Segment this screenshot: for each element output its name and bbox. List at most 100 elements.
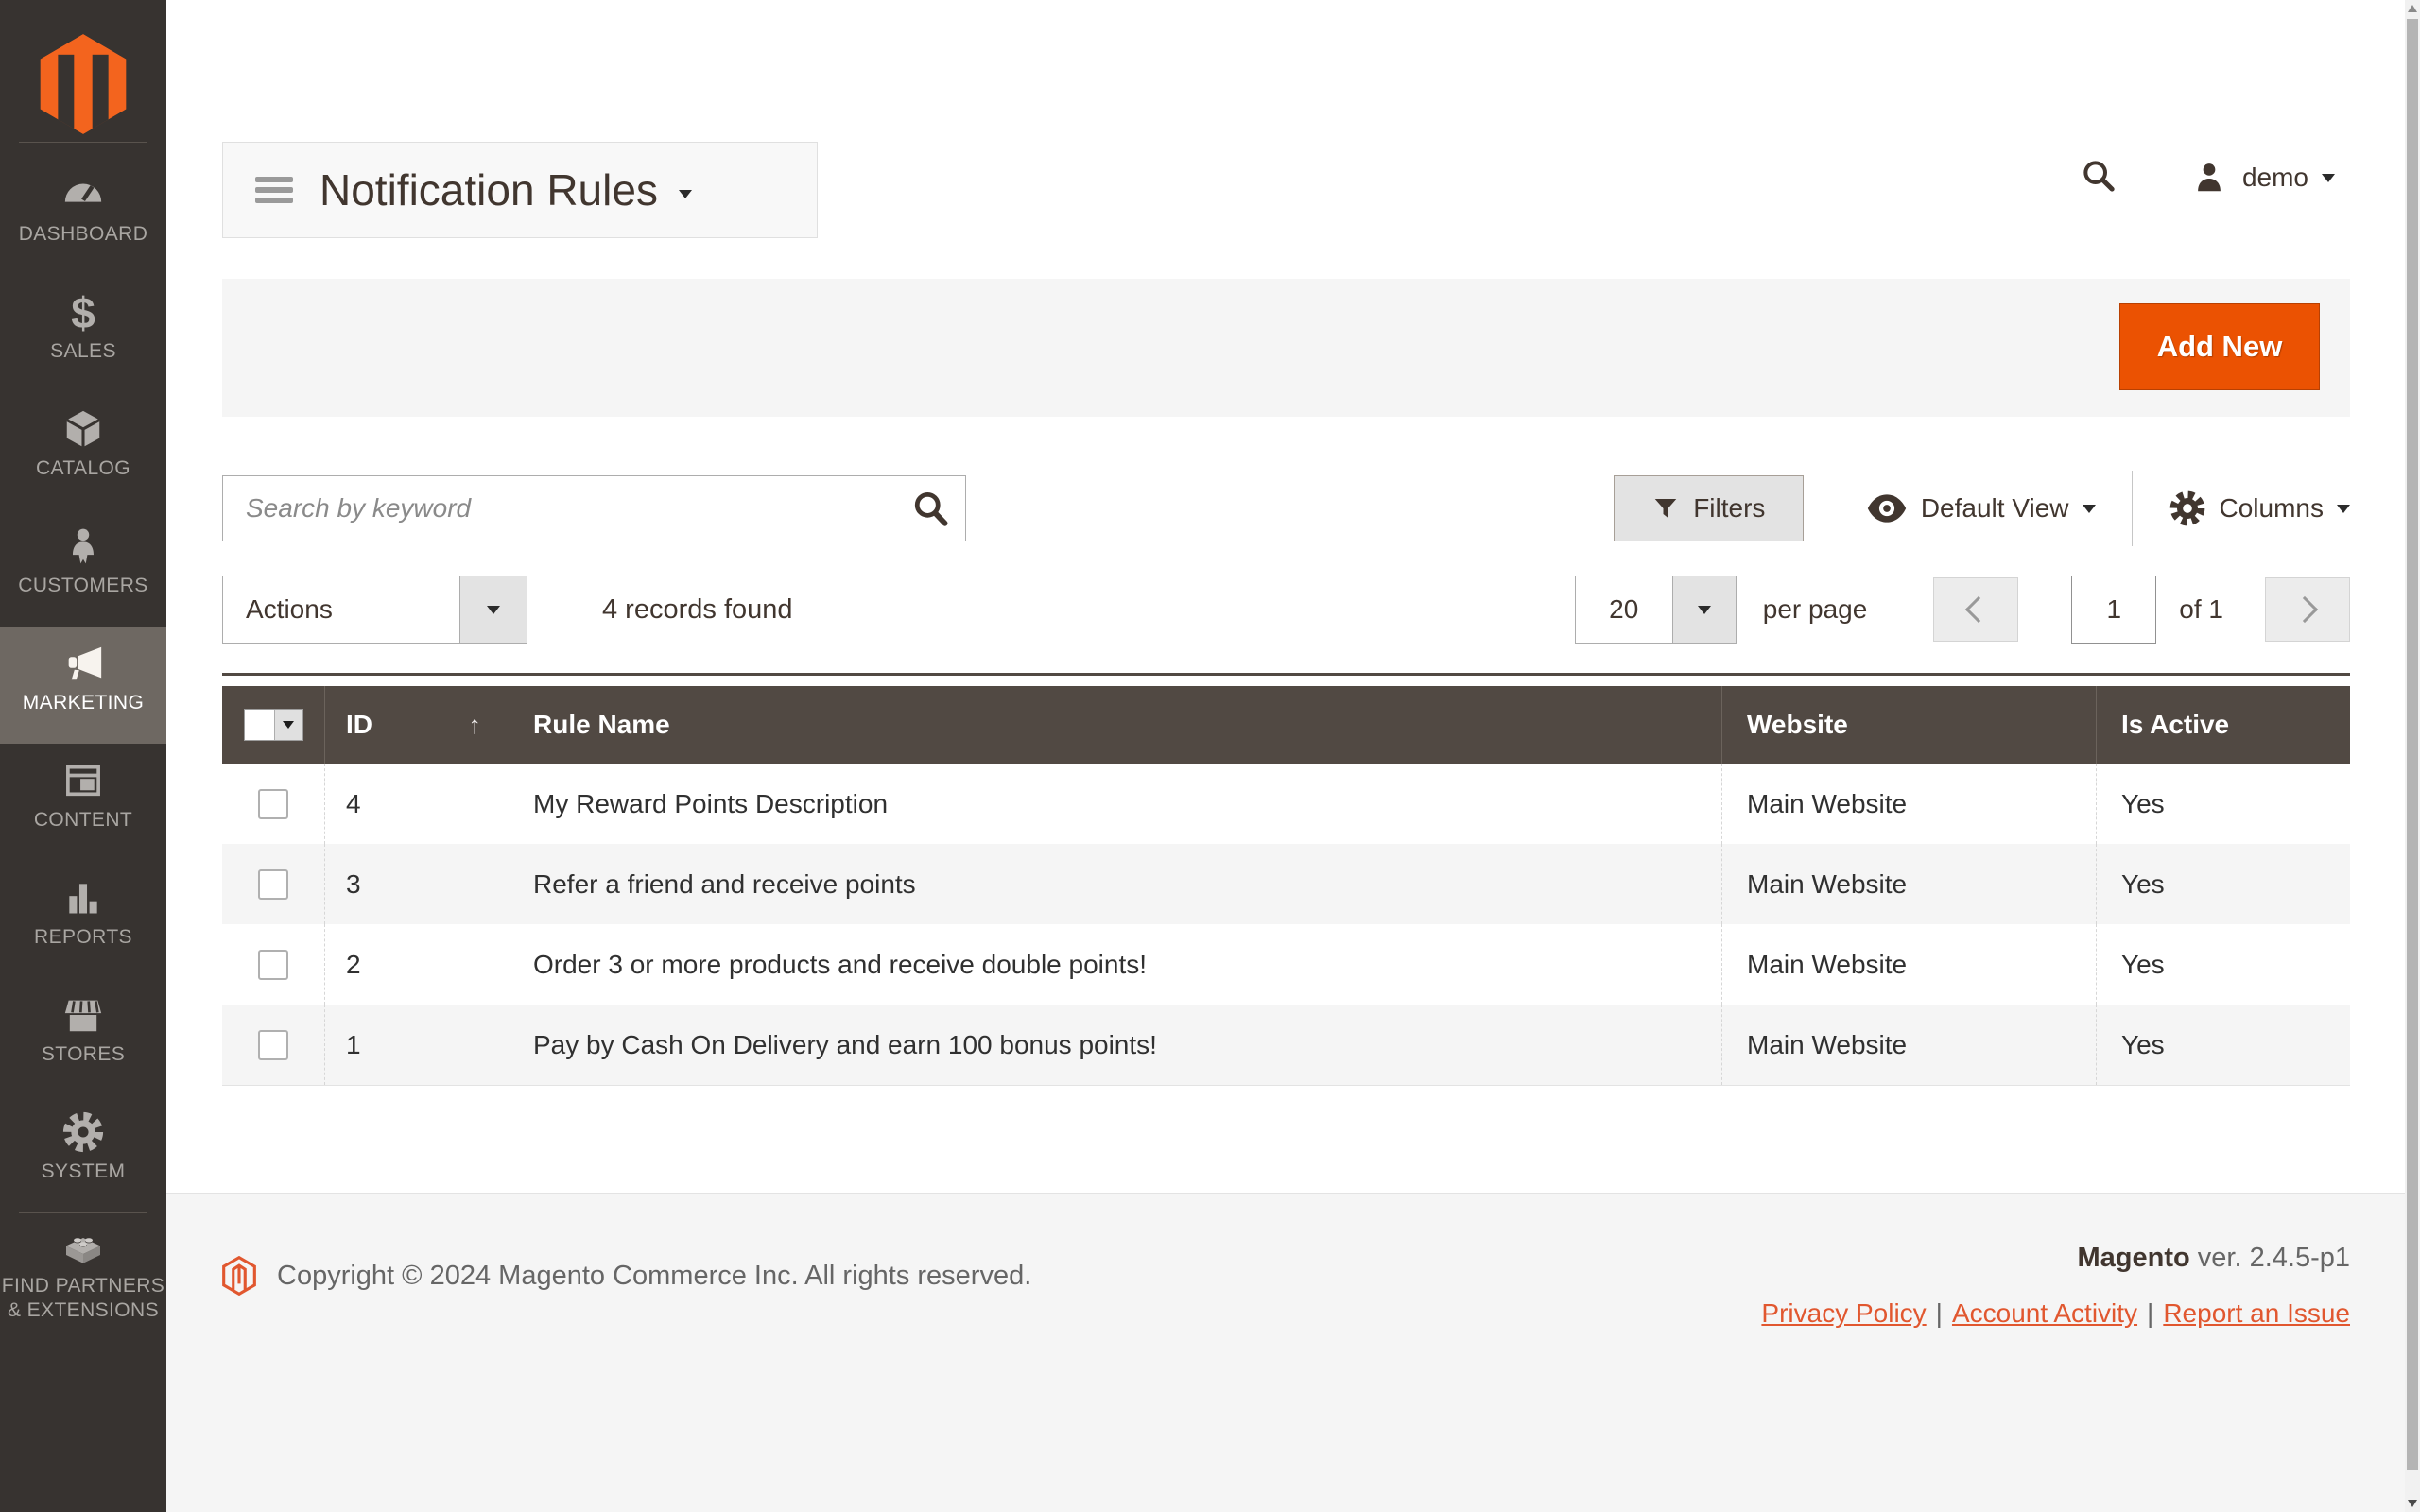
sidebar-item-label: DASHBOARD bbox=[18, 223, 148, 245]
table-row[interactable]: 4 My Reward Points Description Main Webs… bbox=[222, 764, 2350, 844]
hamburger-icon[interactable] bbox=[255, 172, 293, 208]
caret-down-icon bbox=[1697, 605, 1711, 614]
copyright-text: Copyright © 2024 Magento Commerce Inc. A… bbox=[277, 1260, 1032, 1291]
view-switcher[interactable]: Default View bbox=[1866, 492, 2096, 524]
sidebar-item-content[interactable]: CONTENT bbox=[0, 744, 166, 861]
prev-page-button[interactable] bbox=[1933, 577, 2019, 642]
keyword-search bbox=[222, 475, 966, 541]
actions-select[interactable]: Actions bbox=[222, 576, 527, 644]
table-row[interactable]: 1 Pay by Cash On Delivery and earn 100 b… bbox=[222, 1005, 2350, 1086]
chevron-left-icon bbox=[1965, 595, 1993, 624]
magnifier-icon bbox=[914, 491, 948, 526]
sidebar-menu: DASHBOARD $ SALES CATALOG CUSTOMERS bbox=[0, 158, 166, 1323]
legal-links: Privacy Policy | Account Activity | Report a… bbox=[1761, 1298, 2350, 1329]
sidebar-item-sales[interactable]: $ SALES bbox=[0, 275, 166, 392]
sidebar-item-label: CATALOG bbox=[35, 457, 131, 479]
version-line: Magento ver. 2.4.5-p1 bbox=[1761, 1243, 2351, 1274]
column-header-id[interactable]: ID ↑ bbox=[324, 686, 510, 764]
row-checkbox[interactable] bbox=[258, 949, 288, 980]
link-separator: | bbox=[2147, 1298, 2154, 1328]
username: demo bbox=[2241, 163, 2308, 192]
search-input[interactable] bbox=[222, 475, 966, 541]
megaphone-icon bbox=[0, 642, 166, 687]
chevron-down-icon bbox=[678, 189, 692, 198]
sidebar-item-label: & EXTENSIONS bbox=[7, 1299, 159, 1321]
search-submit-button[interactable] bbox=[909, 488, 951, 532]
bar-chart-icon bbox=[0, 876, 166, 921]
cell-rule-name: My Reward Points Description bbox=[510, 764, 1721, 844]
select-options-toggle[interactable] bbox=[273, 710, 302, 740]
grid-top-border bbox=[222, 673, 2350, 676]
footer-meta-block: Magento ver. 2.4.5-p1 Privacy Policy | Acc… bbox=[1761, 1243, 2350, 1329]
current-page-input[interactable] bbox=[2071, 576, 2157, 644]
brand-name: Magento bbox=[2077, 1243, 2190, 1273]
footer-copyright-block: Copyright © 2024 Magento Commerce Inc. A… bbox=[222, 1256, 1031, 1296]
sidebar-item-customers[interactable]: CUSTOMERS bbox=[0, 509, 166, 627]
account-activity-link[interactable]: Account Activity bbox=[1951, 1298, 2138, 1328]
scroll-up-arrow-icon[interactable] bbox=[2408, 5, 2417, 12]
sidebar-item-find-partners[interactable]: FIND PARTNERS & EXTENSIONS bbox=[0, 1213, 166, 1323]
scrollbar-thumb[interactable] bbox=[2407, 19, 2418, 1470]
cell-is-active: Yes bbox=[2096, 844, 2350, 924]
row-checkbox[interactable] bbox=[258, 788, 288, 819]
per-page-toggle[interactable] bbox=[1671, 576, 1736, 643]
sidebar-divider bbox=[19, 1212, 147, 1213]
global-search-icon[interactable] bbox=[2080, 157, 2118, 199]
caret-down-icon bbox=[487, 605, 500, 614]
storefront-icon bbox=[0, 993, 166, 1039]
column-header-is-active[interactable]: Is Active bbox=[2096, 686, 2350, 764]
row-checkbox[interactable] bbox=[258, 1029, 288, 1060]
sidebar-item-label: STORES bbox=[41, 1043, 126, 1065]
row-checkbox[interactable] bbox=[258, 868, 288, 900]
column-header-rule-name[interactable]: Rule Name bbox=[510, 686, 1721, 764]
user-menu[interactable]: demo bbox=[2191, 160, 2335, 196]
grid-controls-row: Filters Default View Columns bbox=[222, 471, 2350, 546]
sidebar-item-dashboard[interactable]: DASHBOARD bbox=[0, 158, 166, 275]
notification-rules-grid: ID ↑ Rule Name Website Is Active 4 My Re… bbox=[222, 673, 2350, 1086]
per-page-select[interactable]: 20 bbox=[1574, 576, 1737, 644]
column-header-website[interactable]: Website bbox=[1721, 686, 2096, 764]
actions-select-toggle[interactable] bbox=[459, 576, 527, 643]
add-new-button[interactable]: Add New bbox=[2119, 303, 2320, 390]
privacy-policy-link[interactable]: Privacy Policy bbox=[1761, 1298, 1927, 1328]
person-icon bbox=[0, 524, 166, 570]
column-label: ID bbox=[346, 710, 372, 739]
sidebar-item-marketing[interactable]: MARKETING bbox=[0, 627, 166, 744]
sidebar-item-label: MARKETING bbox=[22, 692, 145, 713]
cell-rule-name: Order 3 or more products and receive dou… bbox=[510, 924, 1721, 1005]
checkbox[interactable] bbox=[244, 710, 274, 740]
sidebar-item-label: SYSTEM bbox=[41, 1160, 126, 1182]
filters-button[interactable]: Filters bbox=[1613, 475, 1804, 541]
vertical-scrollbar[interactable] bbox=[2405, 0, 2420, 1512]
sort-asc-icon: ↑ bbox=[468, 710, 482, 739]
columns-control[interactable]: Columns bbox=[2169, 490, 2350, 527]
table-row[interactable]: 3 Refer a friend and receive points Main… bbox=[222, 844, 2350, 924]
sidebar-item-reports[interactable]: REPORTS bbox=[0, 861, 166, 978]
report-issue-link[interactable]: Report an Issue bbox=[2163, 1298, 2350, 1328]
sidebar-item-catalog[interactable]: CATALOG bbox=[0, 392, 166, 509]
eye-icon bbox=[1867, 494, 1906, 523]
grid-view-controls: Filters Default View Columns bbox=[1613, 471, 2350, 546]
page-title-dropdown[interactable]: Notification Rules bbox=[222, 142, 818, 238]
filters-label: Filters bbox=[1693, 493, 1766, 523]
cell-website: Main Website bbox=[1721, 1005, 2096, 1085]
select-all-checkbox[interactable] bbox=[243, 709, 303, 741]
cell-website: Main Website bbox=[1721, 924, 2096, 1005]
page-title: Notification Rules bbox=[320, 165, 658, 215]
columns-label: Columns bbox=[2219, 493, 2324, 523]
next-page-button[interactable] bbox=[2265, 577, 2350, 642]
sidebar-item-system[interactable]: SYSTEM bbox=[0, 1095, 166, 1212]
header-actions: demo bbox=[2080, 149, 2335, 206]
grid-body: 4 My Reward Points Description Main Webs… bbox=[222, 764, 2350, 1086]
scroll-down-arrow-icon[interactable] bbox=[2408, 1500, 2417, 1507]
grid-actions-row: Actions 4 records found 20 per page of 1 bbox=[222, 576, 2350, 644]
records-found: 4 records found bbox=[602, 594, 793, 625]
grid-header-row: ID ↑ Rule Name Website Is Active bbox=[222, 686, 2350, 764]
box-icon bbox=[0, 407, 166, 453]
user-icon bbox=[2198, 163, 2221, 192]
sidebar-item-stores[interactable]: STORES bbox=[0, 978, 166, 1095]
table-row[interactable]: 2 Order 3 or more products and receive d… bbox=[222, 924, 2350, 1005]
magento-logo[interactable] bbox=[0, 0, 166, 142]
magento-logo-icon bbox=[40, 34, 127, 134]
